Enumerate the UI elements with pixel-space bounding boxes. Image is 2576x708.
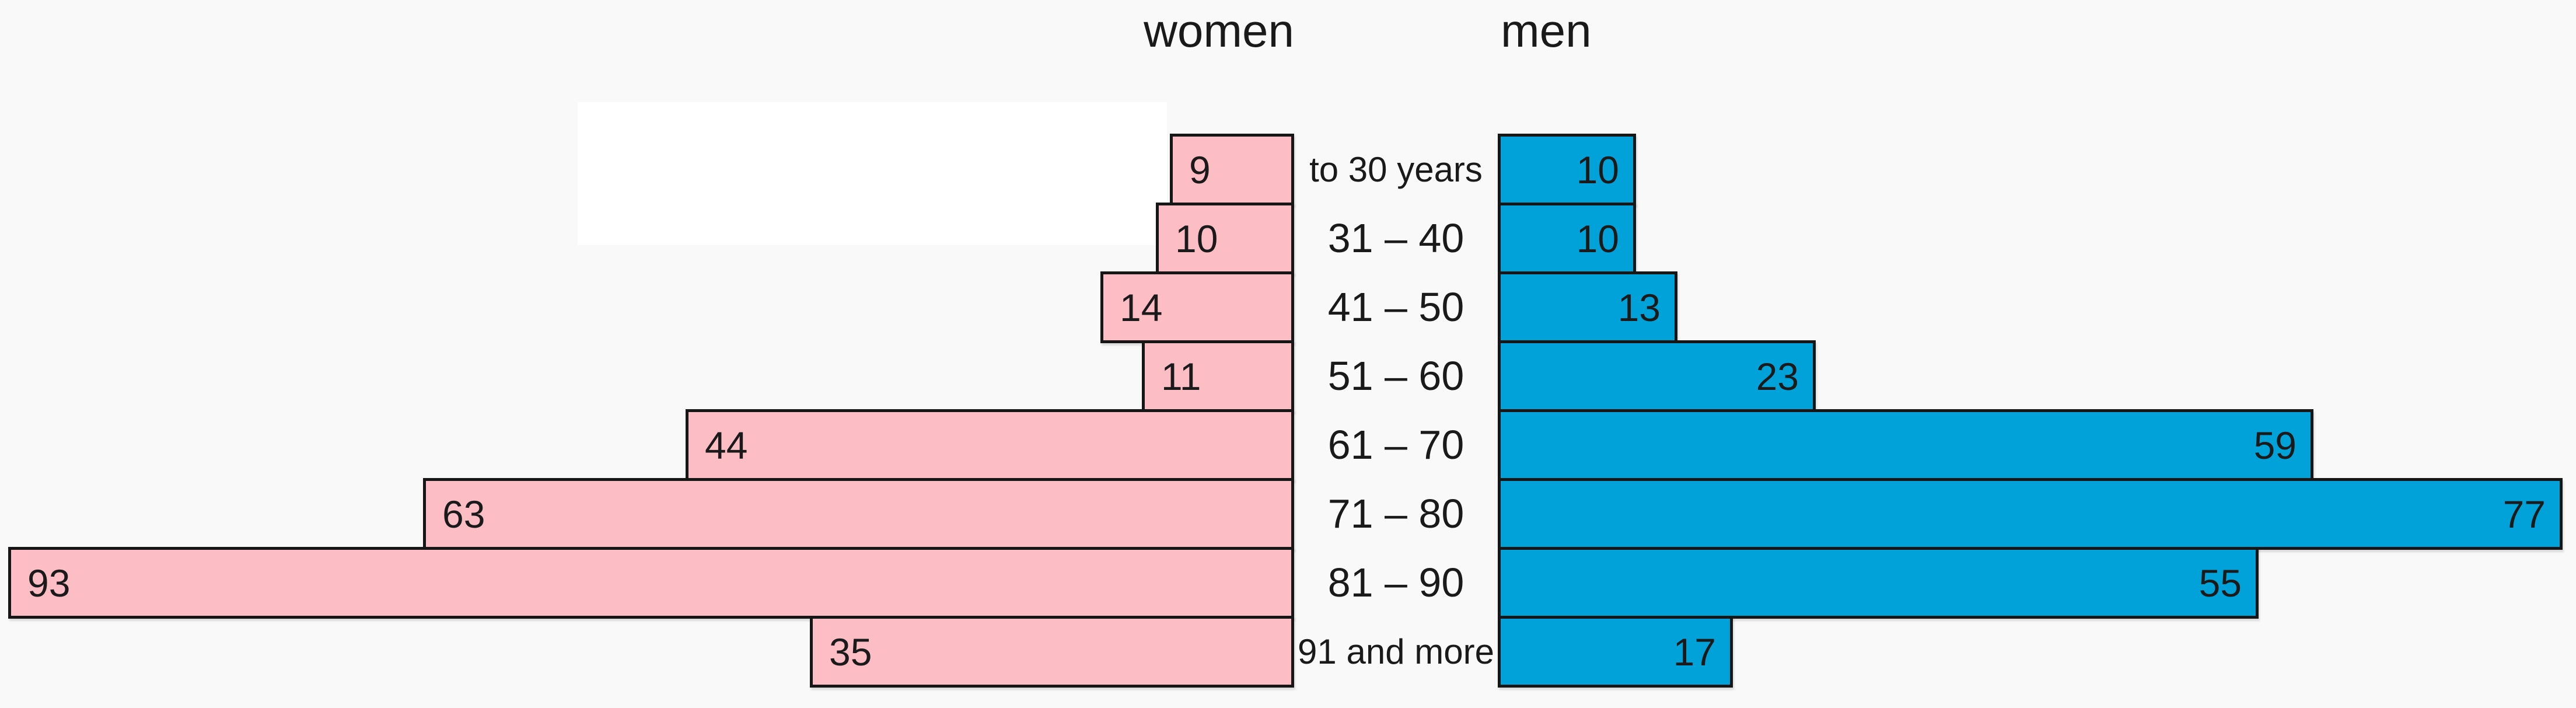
women-column-title: women (1144, 5, 1294, 57)
age-row-51-60: 11 51 – 60 23 (0, 340, 2576, 412)
age-row-71-80: 63 71 – 80 77 (0, 478, 2576, 550)
age-group-label: 91 and more (1298, 632, 1494, 671)
men-bar-value: 55 (2198, 561, 2242, 605)
men-bar: 17 (1498, 616, 1733, 688)
age-group-label: 31 – 40 (1327, 215, 1464, 261)
age-group-label: 71 – 80 (1327, 491, 1464, 536)
women-bar: 14 (1100, 271, 1294, 343)
men-bar-value: 10 (1576, 217, 1619, 260)
men-column-title: men (1501, 5, 1592, 57)
women-bar: 35 (810, 616, 1294, 688)
age-row-41-50: 14 41 – 50 13 (0, 271, 2576, 343)
men-bar-value: 13 (1617, 285, 1661, 329)
age-group-label: to 30 years (1309, 149, 1483, 189)
men-bar: 13 (1498, 271, 1677, 343)
men-bar: 23 (1498, 340, 1816, 412)
women-bar-value: 93 (27, 561, 71, 605)
age-row-81-90: 93 81 – 90 55 (0, 547, 2576, 619)
women-bar-value: 9 (1189, 148, 1211, 191)
women-bar-value: 11 (1161, 354, 1201, 398)
men-bar: 55 (1498, 547, 2259, 619)
age-group-label: 61 – 70 (1327, 422, 1464, 468)
women-bar: 9 (1170, 134, 1294, 205)
men-bar: 59 (1498, 409, 2313, 481)
men-bar: 10 (1498, 134, 1636, 205)
women-bar-value: 63 (442, 492, 485, 536)
women-bar-value: 35 (829, 630, 872, 674)
men-bar-value: 59 (2253, 423, 2297, 467)
women-bar: 11 (1142, 340, 1294, 412)
men-bar: 10 (1498, 203, 1636, 274)
age-row-to-30: 9 to 30 years 10 (0, 134, 2576, 205)
women-bar: 10 (1156, 203, 1294, 274)
age-row-91-and-more: 35 91 and more 17 (0, 616, 2576, 688)
men-bar-value: 77 (2502, 492, 2546, 536)
men-bar-value: 23 (1756, 354, 1799, 398)
age-group-label: 41 – 50 (1327, 284, 1464, 330)
women-bar-value: 44 (705, 423, 748, 467)
women-bar: 44 (686, 409, 1294, 481)
women-bar-value: 10 (1175, 217, 1218, 260)
women-bar: 93 (8, 547, 1294, 619)
women-bar-value: 14 (1120, 285, 1163, 329)
age-group-label: 51 – 60 (1327, 353, 1464, 399)
men-bar: 77 (1498, 478, 2563, 550)
background-highlight (578, 102, 1167, 245)
women-bar: 63 (423, 478, 1294, 550)
men-bar-value: 17 (1673, 630, 1716, 674)
age-row-61-70: 44 61 – 70 59 (0, 409, 2576, 481)
men-bar-value: 10 (1576, 148, 1619, 191)
age-row-31-40: 10 31 – 40 10 (0, 203, 2576, 274)
age-group-label: 81 – 90 (1327, 560, 1464, 605)
